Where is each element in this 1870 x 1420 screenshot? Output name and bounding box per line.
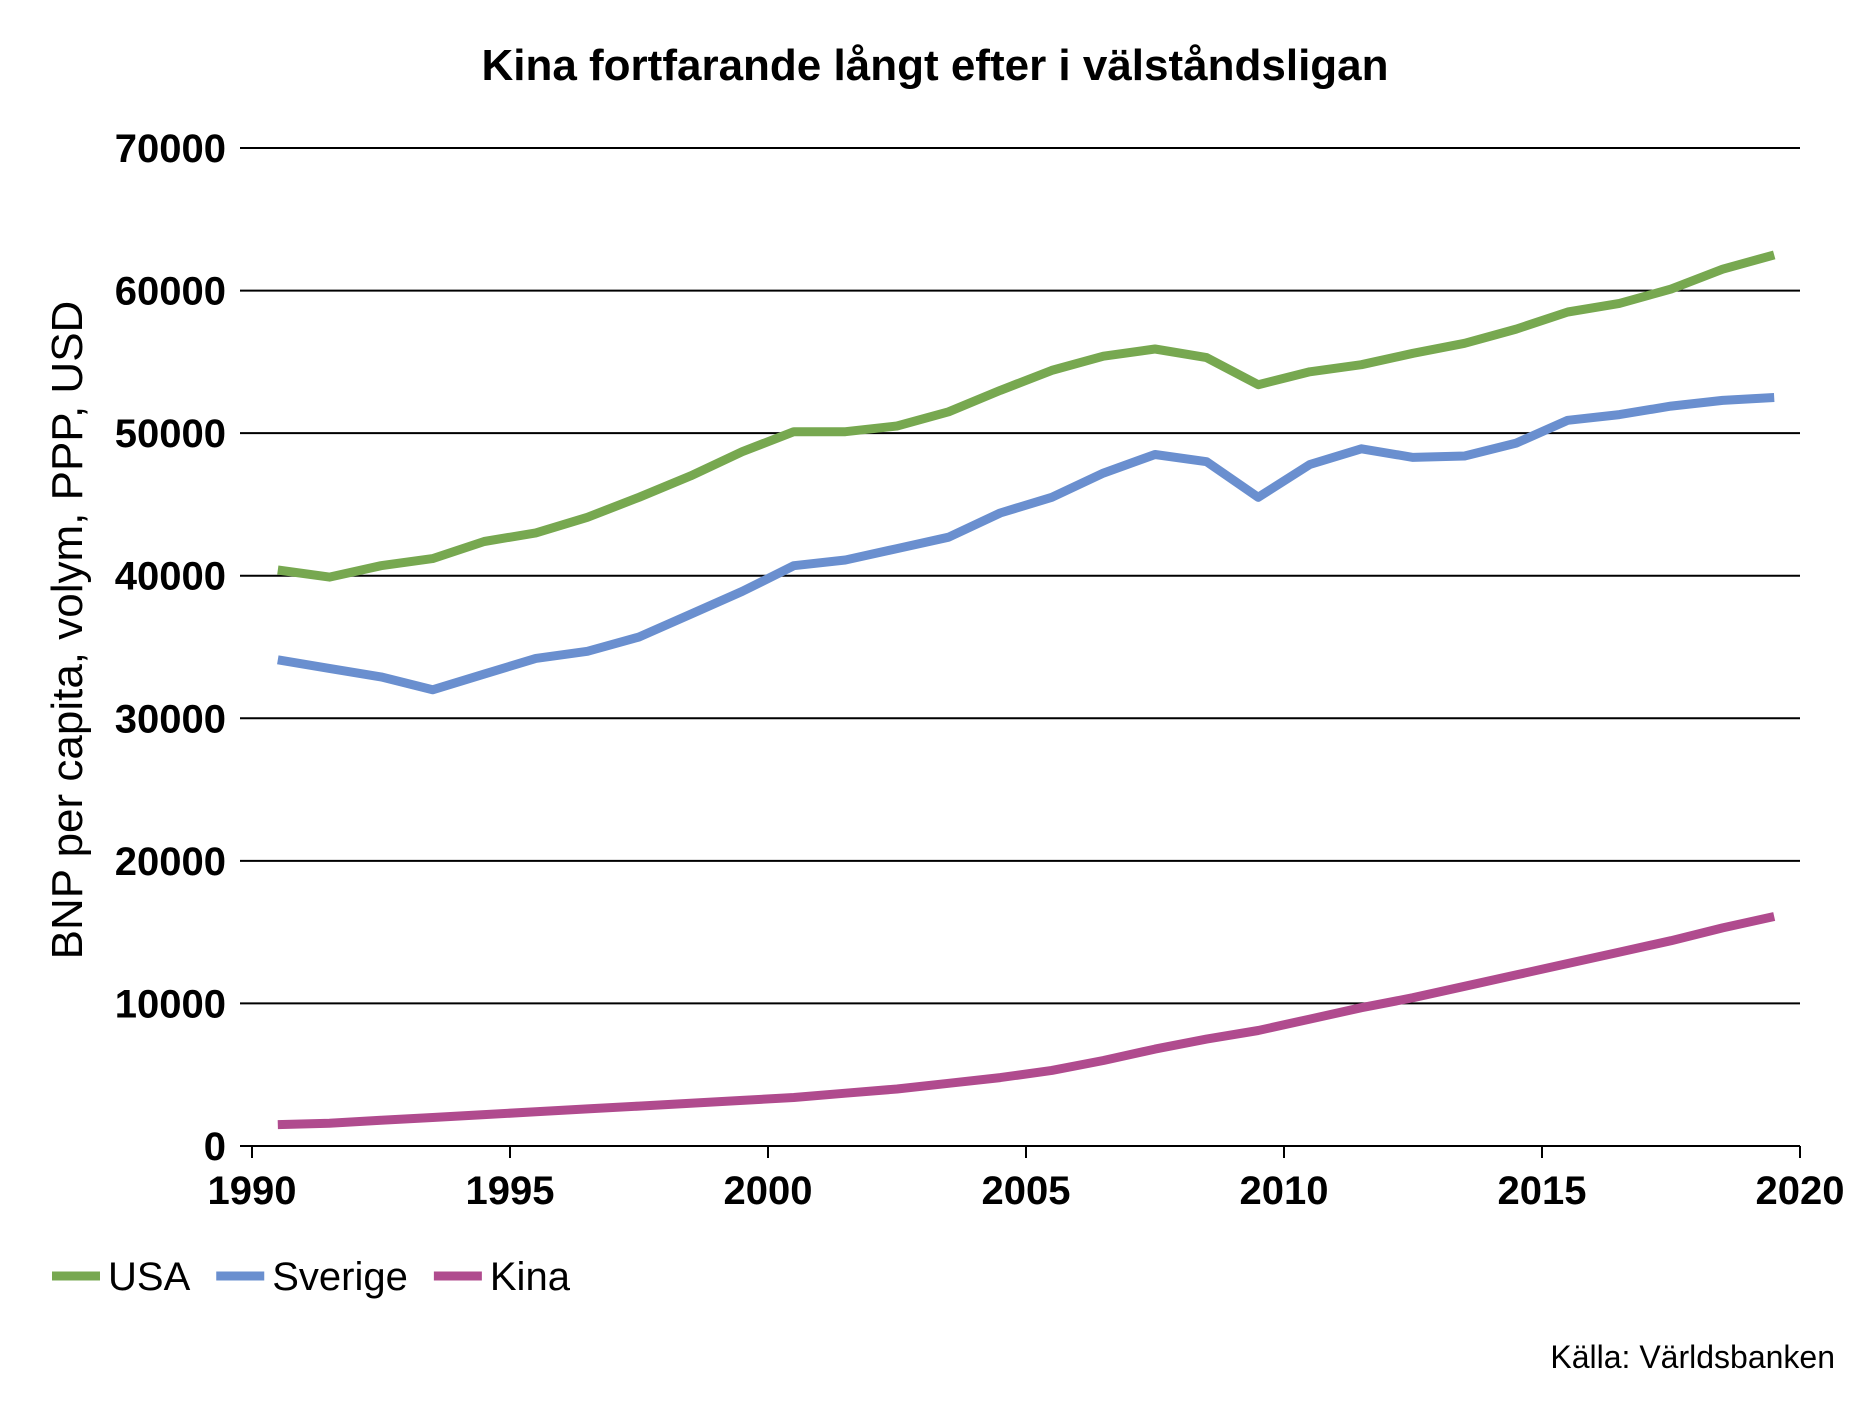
y-tick-label: 60000 xyxy=(115,270,226,314)
x-tick-label: 2005 xyxy=(982,1169,1071,1213)
x-axis xyxy=(251,1145,1801,1158)
legend-label-sverige: Sverige xyxy=(272,1255,408,1299)
y-tick-label: 30000 xyxy=(115,697,226,741)
x-tick-label: 2020 xyxy=(1756,1169,1845,1213)
y-tick-label: 10000 xyxy=(115,982,226,1026)
y-axis-label: BNP per capita, volym, PPP, USD xyxy=(43,301,92,960)
series-line-usa xyxy=(277,250,1776,582)
x-tick-label: 1990 xyxy=(208,1169,297,1213)
series-lines xyxy=(277,250,1776,1130)
y-tick-label: 0 xyxy=(204,1125,226,1169)
x-tick-label: 2010 xyxy=(1240,1169,1329,1213)
source-note: Källa: Världsbanken xyxy=(1550,1339,1835,1375)
y-tick-label: 20000 xyxy=(115,840,226,884)
x-axis-ticks: 1990 1995 2000 2005 2010 2015 2020 xyxy=(208,1169,1845,1213)
x-tick-label: 2000 xyxy=(724,1169,813,1213)
chart-title: Kina fortfarande långt efter i välstånds… xyxy=(481,41,1388,90)
gridlines xyxy=(240,147,1800,1147)
series-line-sverige xyxy=(277,393,1775,695)
legend: USA Sverige Kina xyxy=(52,1255,571,1299)
x-tick-label: 1995 xyxy=(466,1169,555,1213)
y-tick-label: 70000 xyxy=(115,127,226,171)
x-tick-label: 2015 xyxy=(1498,1169,1587,1213)
y-axis-ticks: 0 10000 20000 30000 40000 50000 60000 70000 xyxy=(115,127,226,1169)
y-tick-label: 40000 xyxy=(115,555,226,599)
series-line-kina xyxy=(277,912,1776,1130)
y-tick-label: 50000 xyxy=(115,412,226,456)
legend-label-usa: USA xyxy=(108,1255,191,1299)
legend-label-kina: Kina xyxy=(490,1255,571,1299)
